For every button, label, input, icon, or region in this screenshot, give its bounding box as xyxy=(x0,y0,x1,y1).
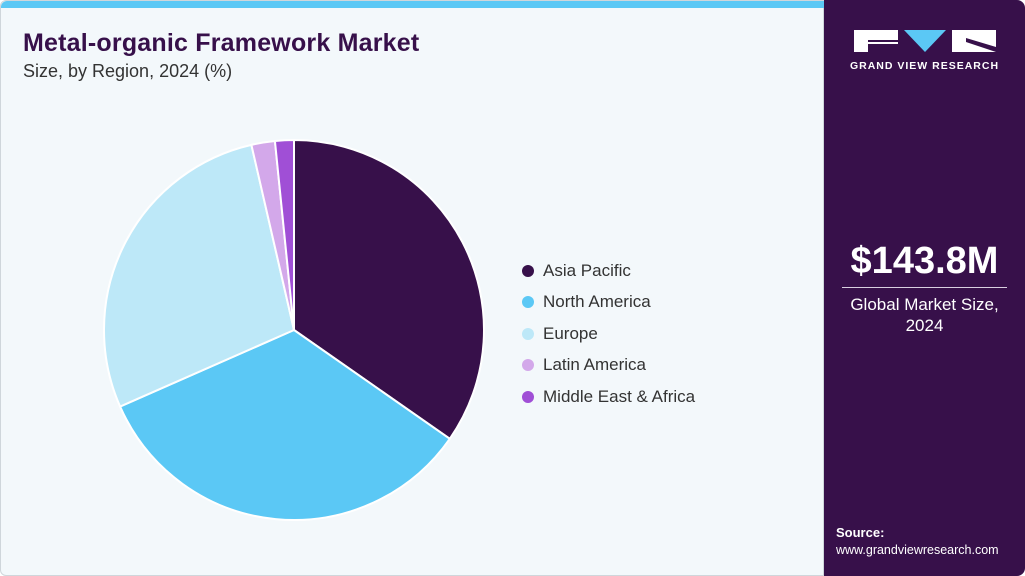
chart-panel: Metal-organic Framework Market Size, by … xyxy=(0,0,825,576)
legend-label: Middle East & Africa xyxy=(543,386,696,406)
legend-dot-icon xyxy=(522,264,534,277)
caption-line-1: Global Market Size, xyxy=(850,295,999,314)
legend-item: Latin America xyxy=(522,350,695,382)
market-size-caption: Global Market Size, 2024 xyxy=(824,294,1025,336)
legend-label: Asia Pacific xyxy=(543,260,631,280)
source-label: Source: xyxy=(836,525,885,540)
pie-slice-middle-east-africa xyxy=(273,138,295,331)
market-size-value: $143.8M xyxy=(850,240,999,282)
legend-dot-icon xyxy=(522,327,534,340)
legend-label: Latin America xyxy=(543,355,646,375)
pie-slice-north-america xyxy=(118,328,452,521)
divider xyxy=(842,287,1007,288)
legend-label: North America xyxy=(543,292,651,312)
gvr-logo-icon xyxy=(854,30,996,52)
pie-slice-europe xyxy=(103,143,296,408)
legend: Asia Pacific North America Europe Latin Ame… xyxy=(522,255,695,413)
source-link[interactable]: www.grandviewresearch.com xyxy=(836,543,999,557)
chart-subtitle: Size, by Region, 2024 (%) xyxy=(23,61,233,81)
legend-item: Europe xyxy=(522,318,695,350)
caption-line-2: 2024 xyxy=(905,316,944,335)
legend-item: Asia Pacific xyxy=(522,255,695,287)
legend-label: Europe xyxy=(543,323,598,343)
chart-title: Metal-organic Framework Market xyxy=(23,29,420,57)
legend-dot-icon xyxy=(522,296,534,309)
legend-dot-icon xyxy=(522,359,534,372)
legend-item: North America xyxy=(522,287,695,319)
accent-bar xyxy=(1,1,825,8)
sidebar: GRAND VIEW RESEARCH $143.8M Global Marke… xyxy=(824,0,1025,576)
pie-slice-asia-pacific xyxy=(293,138,485,441)
legend-dot-icon xyxy=(522,390,534,403)
brand-name: GRAND VIEW RESEARCH xyxy=(849,60,1000,72)
pie-chart xyxy=(103,138,485,521)
legend-item: Middle East & Africa xyxy=(522,381,695,413)
